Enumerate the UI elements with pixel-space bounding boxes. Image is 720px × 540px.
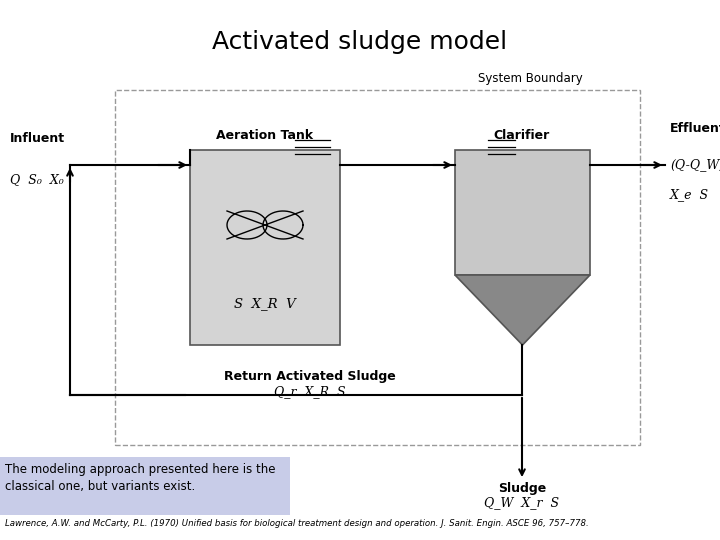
Text: Activated sludge model: Activated sludge model [212,30,508,54]
Text: S  X_R  V: S X_R V [234,297,296,310]
Text: X_e  S: X_e S [670,188,709,201]
Polygon shape [455,275,590,345]
Text: Lawrence, A.W. and McCarty, P.L. (1970) Unified basis for biological treatment d: Lawrence, A.W. and McCarty, P.L. (1970) … [5,519,589,528]
FancyBboxPatch shape [0,457,290,515]
Text: (Q-Q_W): (Q-Q_W) [670,159,720,172]
Text: Effluent: Effluent [670,122,720,135]
Text: Aeration Tank: Aeration Tank [217,129,314,142]
Text: Clarifier: Clarifier [494,129,550,142]
Text: Return Activated Sludge: Return Activated Sludge [224,370,396,383]
Text: Influent: Influent [10,132,65,145]
Text: Sludge: Sludge [498,482,546,495]
Text: Q_W  X_r  S: Q_W X_r S [485,496,559,509]
Text: System Boundary: System Boundary [477,72,582,85]
Bar [455,150,590,275]
Bar [115,90,640,445]
Text: Q_r  X_R  S: Q_r X_R S [274,385,346,398]
Text: Q  S₀  X₀: Q S₀ X₀ [10,173,64,186]
Bar [190,150,340,345]
Text: The modeling approach presented here is the
classical one, but variants exist.: The modeling approach presented here is … [5,463,276,493]
